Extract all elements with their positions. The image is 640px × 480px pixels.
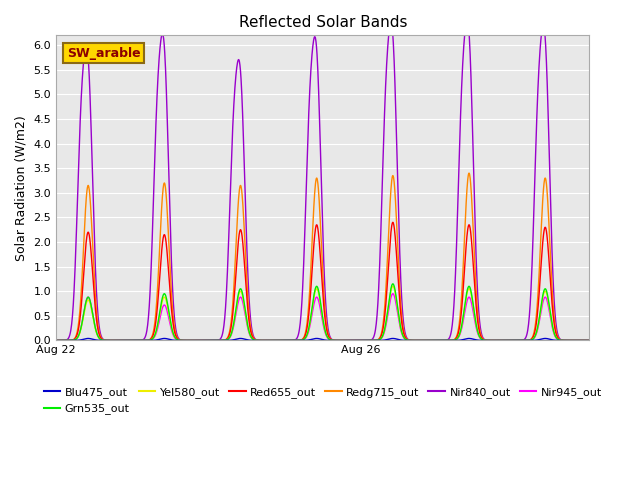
Text: SW_arable: SW_arable bbox=[67, 47, 140, 60]
Title: Reflected Solar Bands: Reflected Solar Bands bbox=[239, 15, 407, 30]
Legend: Blu475_out, Grn535_out, Yel580_out, Red655_out, Redg715_out, Nir840_out, Nir945_: Blu475_out, Grn535_out, Yel580_out, Red6… bbox=[39, 383, 606, 419]
Y-axis label: Solar Radiation (W/m2): Solar Radiation (W/m2) bbox=[15, 115, 28, 261]
